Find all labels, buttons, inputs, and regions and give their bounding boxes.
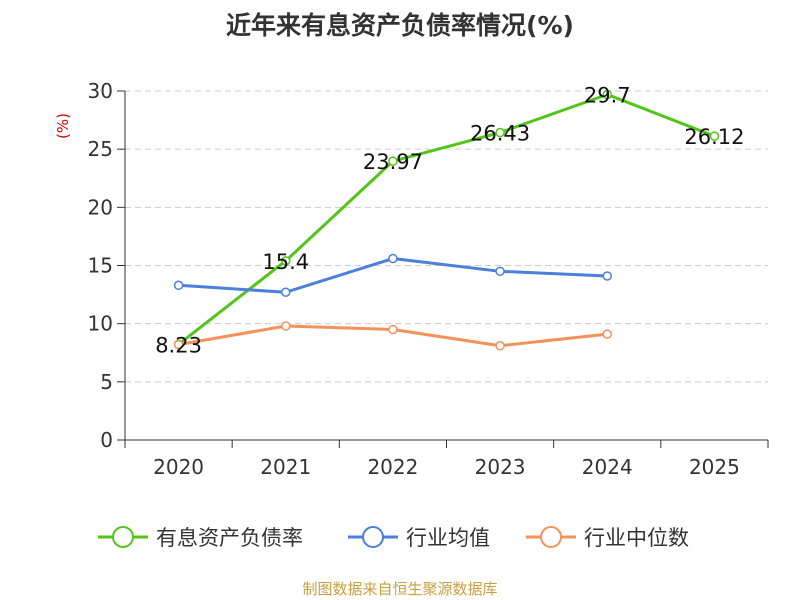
series-lines (173, 89, 720, 351)
legend-label: 行业均值 (406, 526, 490, 550)
series-line-1 (178, 257, 608, 294)
legend-label: 有息资产负债率 (156, 526, 303, 550)
y-tick-label: 15 (88, 254, 113, 278)
data-point (173, 339, 184, 350)
legend-marker (540, 526, 562, 548)
data-label: 26.12 (684, 125, 744, 149)
source-note: 制图数据来自恒生聚源数据库 (302, 580, 498, 598)
y-tick-label: 0 (100, 428, 113, 452)
data-label: 29.7 (584, 83, 631, 107)
data-label: 23.97 (363, 150, 423, 174)
data-label: 15.4 (262, 250, 309, 274)
legend-label: 行业中位数 (584, 526, 689, 550)
x-tick-label: 2021 (260, 455, 311, 479)
data-point (281, 321, 291, 331)
x-tick-label: 2023 (475, 455, 526, 479)
data-point (602, 89, 612, 100)
data-label: 26.43 (470, 122, 530, 146)
x-tick-label: 2020 (153, 455, 204, 479)
data-point (281, 256, 291, 266)
data-point (388, 324, 398, 335)
data-point (495, 341, 505, 351)
x-tick-label: 2022 (367, 455, 418, 479)
x-tick-label: 2025 (689, 455, 740, 479)
chart-title: 近年来有息资产负债率情况(%) (226, 11, 574, 40)
y-tick-label: 5 (100, 370, 113, 394)
data-label: 8.23 (155, 333, 202, 357)
data-point (602, 329, 612, 339)
y-tick-label: 10 (88, 312, 113, 336)
data-point (495, 127, 505, 138)
data-labels: 8.23 15.4 23.97 26.43 29.7 26.12 (155, 83, 744, 357)
data-point (388, 156, 398, 166)
data-point (709, 131, 720, 141)
data-point (281, 287, 291, 298)
y-tick-label: 30 (88, 79, 113, 103)
y-tick-label: 25 (88, 137, 113, 161)
series-line-0 (177, 92, 715, 346)
data-point (388, 253, 398, 264)
data-point (495, 266, 505, 277)
legend-marker (112, 526, 134, 548)
y-axis-label: (%) (54, 113, 72, 139)
x-tick-label: 2024 (582, 455, 633, 479)
y-tick-label: 20 (88, 195, 113, 219)
data-point (173, 280, 184, 291)
legend-marker (362, 526, 384, 548)
legend: 有息资产负债率 行业均值 行业中位数 (98, 526, 689, 550)
data-point (602, 271, 612, 281)
